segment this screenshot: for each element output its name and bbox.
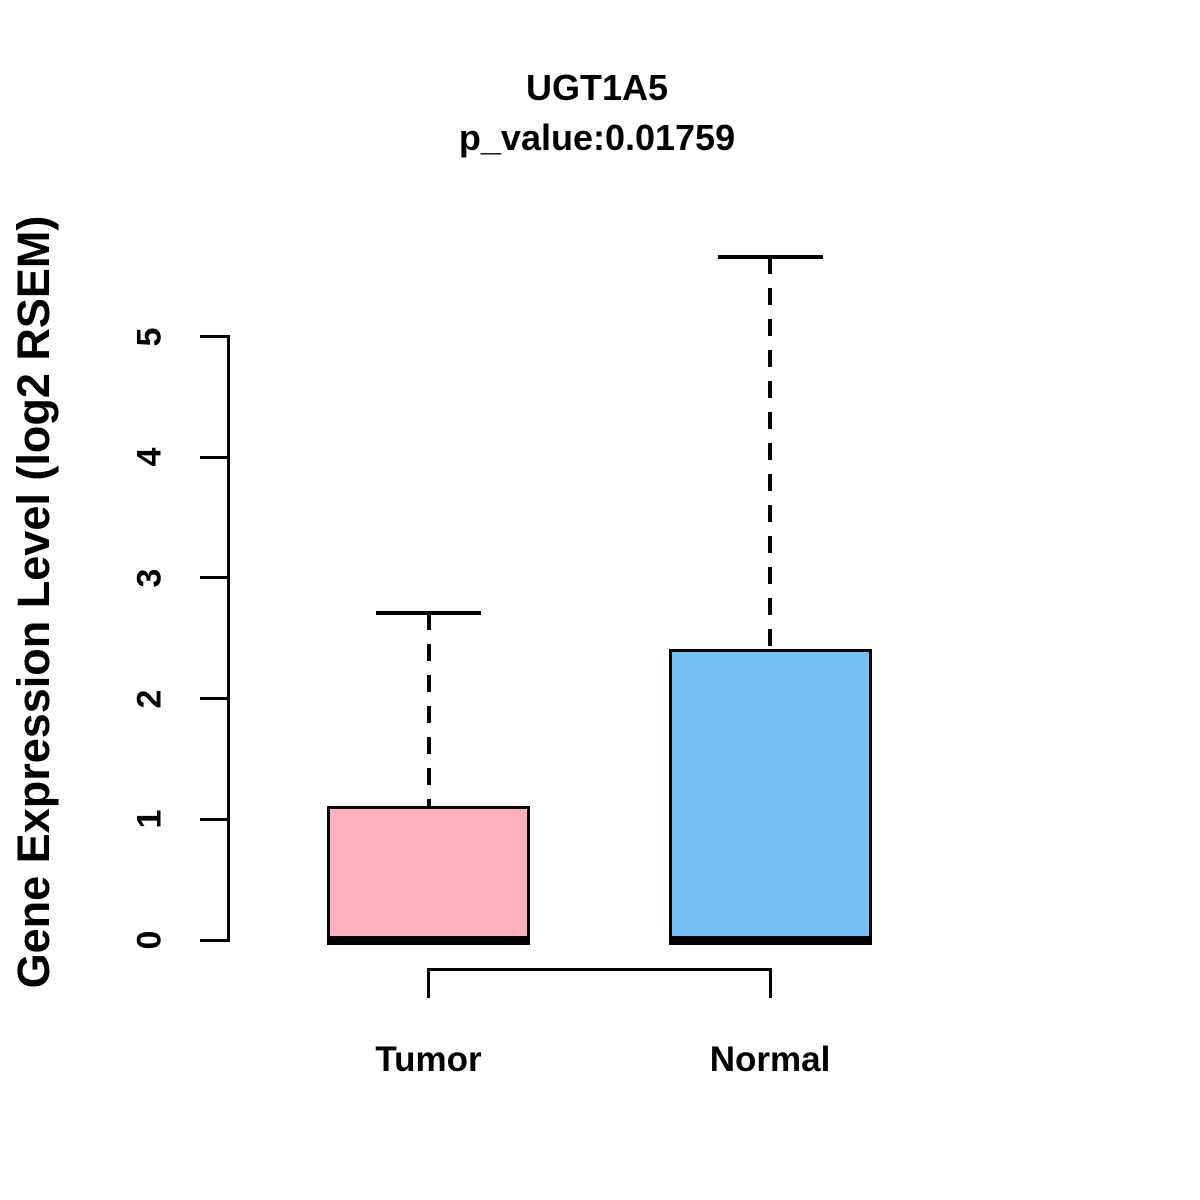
y-tick-label: 2 [130, 689, 169, 709]
whisker-cap-normal [717, 254, 823, 259]
y-tick [200, 455, 228, 459]
y-tick-label: 0 [130, 930, 169, 950]
whisker-tumor [426, 612, 431, 808]
y-tick [200, 576, 228, 580]
chart-title: UGT1A5 [525, 67, 669, 108]
y-tick [200, 335, 228, 338]
x-tick-label-normal: Normal [709, 1040, 831, 1079]
median-tumor [327, 935, 530, 945]
y-tick-label: 4 [130, 447, 169, 467]
whisker-normal [768, 256, 772, 651]
chart-subtitle-pvalue: p_value:0.01759 [458, 117, 736, 158]
box-tumor [327, 805, 530, 942]
y-tick [200, 697, 228, 701]
y-tick-label: 5 [130, 327, 169, 346]
y-tick-label: 1 [130, 809, 169, 829]
y-tick [200, 817, 228, 821]
y-tick [200, 938, 228, 942]
y-tick-label: 3 [130, 568, 169, 588]
y-axis-line [227, 335, 230, 942]
whisker-cap-tumor [376, 610, 481, 615]
x-tick-label-tumor: Tumor [375, 1040, 482, 1079]
y-axis-title: Gene Expression Level (log2 RSEM) [8, 215, 59, 989]
median-normal [668, 935, 872, 945]
comparison-bracket [427, 968, 772, 998]
box-normal [668, 648, 872, 942]
